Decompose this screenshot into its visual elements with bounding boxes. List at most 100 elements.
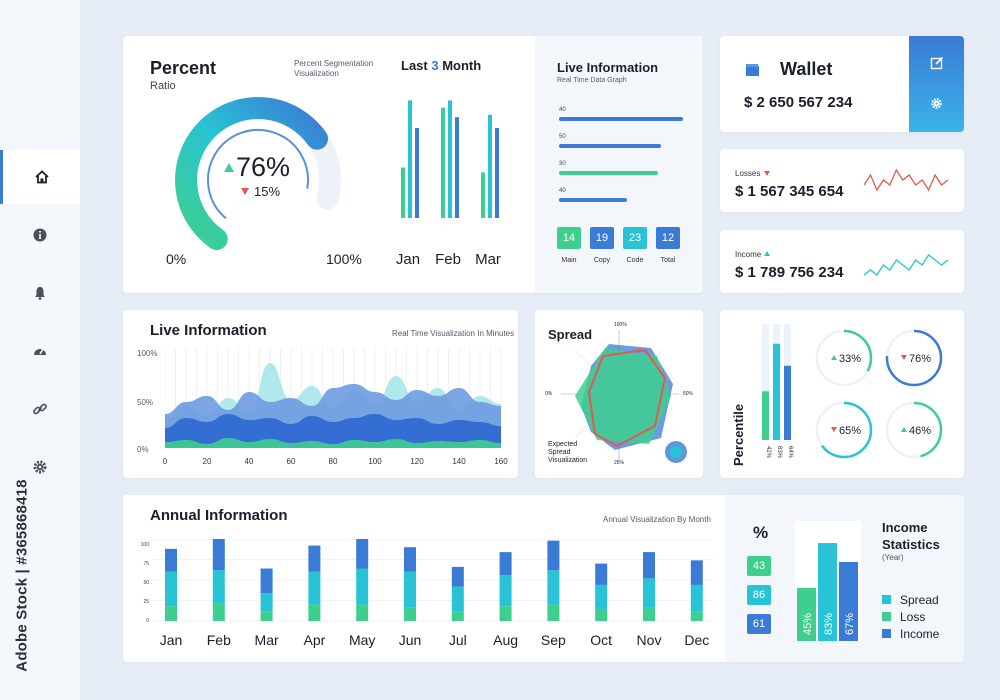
live-bar-label: 50 — [559, 134, 566, 140]
percentile-card: Percentile 42% 83% 64% 33% 76% 65% 46% — [720, 310, 964, 478]
annual-bar-segment — [451, 566, 464, 587]
annual-bar-segment — [690, 611, 703, 621]
income-stats-box: 43 — [747, 556, 771, 576]
wallet-amount: $ 2 650 567 234 — [744, 94, 853, 111]
last-3-month-bar — [415, 128, 419, 218]
annual-bar-segment — [212, 570, 225, 603]
up-arrow-icon — [901, 427, 907, 432]
income-stats-bar — [797, 587, 816, 641]
annual-y-tick-label: 25 — [143, 599, 149, 605]
income-stats-bar-label: 45% — [802, 613, 814, 635]
wave-area — [165, 414, 501, 448]
annual-x-tick-label: Mar — [254, 632, 279, 648]
income-card: Income $ 1 789 756 234 — [720, 230, 964, 293]
annual-bar-segment — [595, 609, 608, 621]
wallet-actions — [909, 36, 964, 132]
up-arrow-icon — [764, 251, 770, 256]
annual-bar-segment — [212, 602, 225, 621]
sidebar-item-info[interactable] — [0, 208, 80, 262]
annual-x-tick-label: Feb — [206, 632, 231, 648]
income-stats-bar — [818, 543, 837, 641]
annual-bar-segment — [451, 586, 464, 612]
live-info-wave-card: Live Information Real Time Visualization… — [123, 310, 518, 478]
annual-bar-segment — [547, 604, 560, 621]
income-stats-symbol: % — [753, 523, 769, 542]
legend-label: Spread — [900, 593, 939, 607]
percentile-ring-value: 46% — [909, 425, 931, 437]
wave-area — [165, 438, 501, 448]
last-3-month-bar — [408, 100, 412, 218]
percentile-bar-label: 42% — [765, 446, 771, 459]
percent-gauge — [174, 96, 341, 250]
annual-bar-segment — [356, 568, 369, 605]
sidebar-item-notifications[interactable] — [0, 266, 80, 320]
live-box-copy[interactable]: 19 — [590, 227, 614, 249]
annual-bar-segment — [499, 552, 512, 576]
edit-icon[interactable] — [930, 56, 944, 70]
losses-label: Losses — [735, 169, 761, 178]
live-box-code[interactable]: 23 — [623, 227, 647, 249]
last-3-month-bar — [495, 128, 499, 218]
losses-card: Losses $ 1 567 345 654 — [720, 149, 964, 212]
last-3-month-bar — [401, 167, 405, 218]
percentile-ring: 76% — [885, 329, 943, 387]
wave-x-tick-label: 20 — [202, 457, 212, 466]
live-info-wave-caption: Real Time Visualization In Minutes — [392, 329, 515, 338]
live-box-total[interactable]: 12 — [656, 227, 680, 249]
last-3-month-bar — [448, 100, 452, 218]
income-stats-chart: 45% 83% 67% — [795, 521, 861, 641]
percentile-bar — [784, 365, 791, 440]
legend-label: Income — [900, 627, 940, 641]
annual-bar-segment — [356, 604, 369, 621]
last-month-title: Last 3 Month — [401, 58, 482, 73]
live-box-main[interactable]: 14 — [557, 227, 581, 249]
live-info-wave-title: Live Information — [150, 322, 267, 339]
sidebar-item-home[interactable] — [0, 150, 80, 204]
live-info-caption: Real Time Data Graph — [557, 77, 627, 84]
sidebar-item-dashboard[interactable] — [0, 324, 80, 378]
annual-x-tick-label: May — [348, 632, 376, 648]
live-box-label: Main — [561, 257, 577, 264]
spread-title: Spread — [548, 327, 593, 342]
income-stats-subtitle: (Year) — [882, 553, 904, 562]
annual-bar-segment — [595, 563, 608, 585]
up-arrow-icon — [224, 163, 234, 172]
wallet-title: Wallet — [780, 59, 833, 79]
annual-bar-segment — [643, 578, 655, 608]
annual-bar-segment — [643, 552, 655, 579]
gauge-min-label: 0% — [166, 251, 187, 267]
annual-bar-segment — [690, 560, 703, 585]
annual-x-tick-label: Apr — [303, 632, 326, 648]
annual-bar-segment — [404, 547, 416, 572]
up-arrow-icon — [831, 355, 837, 360]
percentile-ring-arc — [815, 329, 873, 387]
sidebar-item-settings[interactable] — [0, 440, 80, 494]
percentile-ring-arc — [885, 329, 943, 387]
home-icon — [34, 170, 49, 184]
annual-y-tick-label: 100 — [140, 542, 149, 548]
sidebar-item-links[interactable] — [0, 382, 80, 436]
losses-sparkline — [864, 168, 948, 192]
percent-change: 15% — [254, 184, 281, 199]
percent-title: Percent — [150, 58, 217, 78]
income-stats-title-2: Statistics — [882, 537, 940, 552]
annual-bar-segment — [308, 545, 321, 572]
income-stats-box: 86 — [747, 585, 771, 605]
percentile-bar — [773, 343, 780, 440]
y-label-100: 100% — [137, 349, 158, 358]
annual-bar-segment — [165, 606, 177, 621]
wave-x-tick-label: 40 — [244, 457, 254, 466]
gear-icon[interactable] — [930, 97, 943, 110]
annual-bar-segment — [547, 570, 560, 605]
annual-x-tick-label: Dec — [684, 632, 710, 648]
percentile-ring-arc — [885, 401, 943, 459]
annual-bar-segment — [499, 575, 512, 607]
annual-bar-segment — [547, 540, 560, 571]
wave-x-tick-label: 120 — [410, 457, 424, 466]
annual-bar-segment — [404, 571, 416, 608]
down-arrow-icon — [241, 188, 249, 195]
income-stats-bar-label: 67% — [844, 613, 856, 635]
live-info-area-chart — [165, 348, 502, 448]
annual-bar-segment — [595, 584, 608, 610]
income-label: Income — [735, 250, 762, 259]
